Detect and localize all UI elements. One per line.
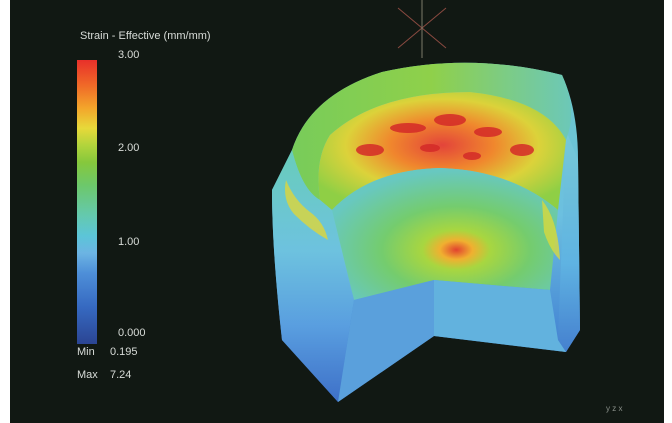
legend-colorbar bbox=[77, 60, 97, 344]
cup-floor bbox=[332, 168, 558, 300]
legend-tick-min: 0.000 bbox=[118, 327, 146, 339]
max-stat: Max 7.24 bbox=[77, 369, 131, 381]
max-label: Max bbox=[77, 369, 98, 381]
inner-wall-hotspots bbox=[356, 114, 534, 160]
min-stat: Min 0.195 bbox=[77, 346, 138, 358]
mini-axis-label: y z x bbox=[606, 404, 623, 413]
left-cut-face bbox=[272, 150, 354, 402]
right-wall-highlight bbox=[542, 200, 560, 260]
rim-top bbox=[292, 62, 572, 200]
front-right-cut-face bbox=[434, 280, 566, 352]
legend-title: Strain - Effective (mm/mm) bbox=[80, 30, 211, 42]
min-label: Min bbox=[77, 346, 95, 358]
legend-tick-2: 2.00 bbox=[118, 142, 140, 154]
max-value: 7.24 bbox=[110, 369, 132, 381]
axis-triad-icon bbox=[397, 0, 447, 58]
min-value: 0.195 bbox=[110, 346, 138, 358]
right-side-face bbox=[558, 130, 580, 352]
legend-tick-max: 3.00 bbox=[118, 49, 140, 61]
strain-model-render[interactable] bbox=[10, 0, 664, 423]
front-cut-face bbox=[338, 280, 434, 402]
3d-viewport[interactable]: Strain - Effective (mm/mm) 3.00 2.00 1.0… bbox=[10, 0, 664, 423]
inner-wall bbox=[318, 92, 566, 210]
left-wall-highlight bbox=[285, 180, 328, 240]
legend-tick-1: 1.00 bbox=[118, 236, 140, 248]
